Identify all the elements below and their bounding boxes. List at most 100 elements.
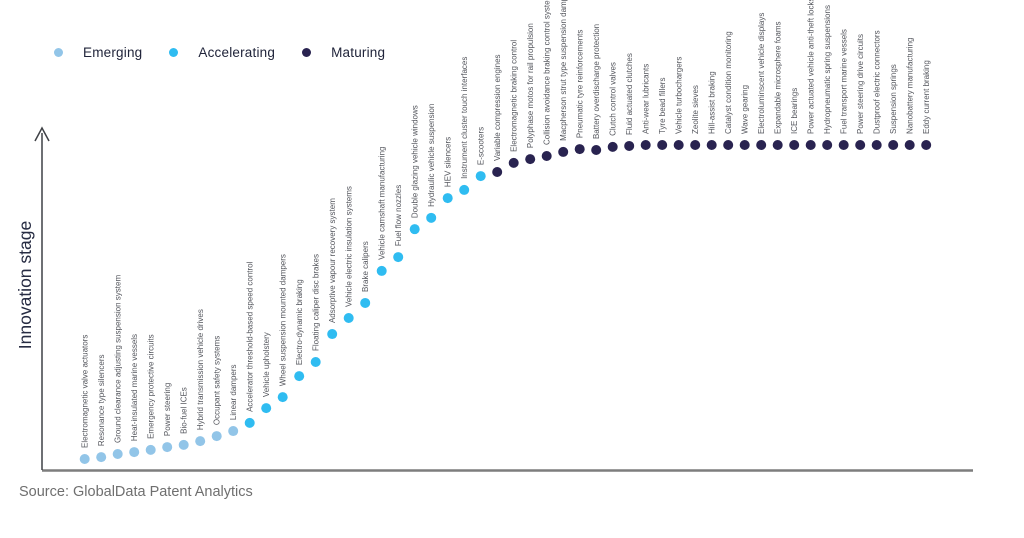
data-point-label: Hybrid transmission vehicle drives bbox=[196, 309, 205, 430]
data-point-label: Anti-wear lubricants bbox=[642, 64, 651, 134]
data-point-label: Power steering drive circuits bbox=[856, 34, 865, 134]
data-point-label: Adsorptive vapour recovery system bbox=[328, 198, 337, 323]
data-point-label: Dustproof electric connectors bbox=[873, 30, 882, 134]
data-point-dot bbox=[145, 444, 156, 455]
data-point-dot bbox=[822, 140, 833, 150]
data-point-label: Accelerator threshold-based speed contro… bbox=[246, 261, 255, 412]
data-point-label: Floating caliper disc brakes bbox=[312, 254, 321, 351]
legend-label: Accelerating bbox=[198, 45, 276, 60]
y-axis-title: Innovation stage bbox=[15, 221, 35, 349]
data-point-label: Eddy current braking bbox=[922, 60, 931, 134]
data-point-dot bbox=[228, 426, 239, 437]
data-point-label: Fuel transport marine vessels bbox=[840, 29, 849, 134]
data-point-dot bbox=[657, 140, 668, 150]
data-point-label: Zeolite sieves bbox=[691, 85, 700, 134]
data-point-dot bbox=[640, 140, 651, 150]
data-point-dot bbox=[442, 193, 453, 204]
data-point-dot bbox=[211, 431, 222, 442]
data-point-dot bbox=[244, 417, 255, 428]
data-point-dot bbox=[112, 448, 123, 459]
legend-item-accelerating: Accelerating bbox=[169, 45, 275, 60]
data-point-label: Polyphase motos for rail propulsion bbox=[526, 23, 535, 148]
legend-label: Emerging bbox=[83, 45, 143, 60]
data-point-dot bbox=[690, 140, 701, 150]
data-point-label: Instrument cluster touch interfaces bbox=[460, 57, 469, 179]
data-point-label: Power actuated vehicle anti-theft locks bbox=[807, 0, 816, 134]
data-point-label: Electromagnetic braking control bbox=[510, 40, 519, 152]
legend-item-emerging: Emerging bbox=[54, 45, 142, 60]
data-point-dot bbox=[772, 140, 783, 150]
data-point-label: Wave gearing bbox=[741, 85, 750, 134]
data-point-dot bbox=[409, 224, 420, 235]
data-point-label: Catalyst condition monitoring bbox=[724, 31, 733, 134]
legend-label: Maturing bbox=[331, 45, 386, 60]
data-point-label: Variable compression engines bbox=[493, 54, 502, 161]
maturing-dot-icon bbox=[302, 48, 312, 57]
data-point-label: Hydraulic vehicle suspension bbox=[427, 104, 436, 207]
data-point-dot bbox=[475, 171, 486, 182]
data-point-label: Nanobattery manufacturing bbox=[906, 38, 915, 135]
data-point-label: Double glazing vehicle windows bbox=[411, 105, 420, 218]
data-point-label: Ground clearance adjusting suspension sy… bbox=[114, 275, 123, 443]
data-point-dot bbox=[756, 140, 767, 150]
accelerating-dot-icon bbox=[169, 48, 179, 57]
legend-item-maturing: Maturing bbox=[302, 45, 385, 60]
data-point-label: Power steering bbox=[163, 383, 172, 436]
data-point-label: Emergency protective circuits bbox=[147, 334, 156, 438]
data-point-dot bbox=[525, 154, 536, 165]
data-point-label: Wheel suspension mounted dampers bbox=[279, 254, 288, 386]
data-point-dot bbox=[789, 140, 800, 150]
data-point-dot bbox=[327, 329, 338, 340]
data-point-label: Electro-dynamic braking bbox=[295, 279, 304, 365]
data-point-label: Electroluminscent vehicle displays bbox=[757, 13, 766, 134]
data-point-dot bbox=[541, 150, 552, 161]
emerging-dot-icon bbox=[54, 48, 63, 57]
data-point-dot bbox=[162, 442, 173, 453]
data-point-label: Expandable microsphere foams bbox=[774, 21, 783, 134]
data-point-dot bbox=[607, 141, 618, 152]
data-point-dot bbox=[805, 140, 816, 150]
data-point-label: Fuel flow nozzles bbox=[394, 185, 403, 246]
data-point-dot bbox=[294, 371, 305, 382]
data-point-label: Vehicle camshaft manufacturing bbox=[378, 147, 387, 260]
data-point-label: ICE bearings bbox=[790, 88, 799, 134]
data-point-dot bbox=[904, 140, 915, 150]
data-point-dot bbox=[624, 140, 635, 151]
data-point-label: Collision avoidance braking control syst… bbox=[543, 0, 552, 145]
data-point-label: E-scooters bbox=[477, 127, 486, 165]
data-point-label: Vehicle upholstery bbox=[262, 332, 271, 397]
data-point-dot bbox=[79, 454, 90, 464]
data-point-dot bbox=[459, 184, 470, 195]
data-point-dot bbox=[739, 140, 750, 150]
data-point-label: HEV silencers bbox=[444, 137, 453, 187]
data-point-dot bbox=[591, 145, 602, 156]
data-point-dot bbox=[921, 140, 932, 150]
data-point-dot bbox=[574, 144, 585, 155]
data-point-dot bbox=[360, 297, 371, 308]
data-point-label: Pneumatic tyre reinforcements bbox=[576, 30, 585, 139]
data-point-label: Clutch control valves bbox=[609, 62, 618, 136]
data-point-dot bbox=[706, 140, 717, 150]
data-point-label: Battery overdischarge protection bbox=[592, 24, 601, 139]
data-point-label: Brake calipers bbox=[361, 241, 370, 292]
data-point-dot bbox=[277, 392, 288, 403]
data-point-dot bbox=[558, 146, 569, 157]
data-point-dot bbox=[178, 439, 189, 450]
data-point-dot bbox=[376, 265, 387, 276]
data-point-dot bbox=[195, 436, 206, 447]
data-point-dot bbox=[723, 140, 734, 150]
data-point-dot bbox=[871, 140, 882, 150]
data-point-dot bbox=[261, 403, 272, 414]
data-point-label: Electromagnetic valve actuators bbox=[81, 335, 90, 448]
data-point-dot bbox=[96, 452, 107, 463]
chart-legend: Emerging Accelerating Maturing bbox=[54, 45, 385, 60]
data-point-label: Resonance type silencers bbox=[97, 355, 106, 447]
data-point-label: Tyre bead fillers bbox=[658, 78, 667, 134]
data-point-label: Heat-insulated marine vessels bbox=[130, 334, 139, 441]
data-point-dot bbox=[343, 313, 354, 324]
data-point-label: Fluid actuated clutches bbox=[625, 53, 634, 135]
data-point-dot bbox=[310, 356, 321, 367]
data-point-dot bbox=[393, 252, 404, 263]
